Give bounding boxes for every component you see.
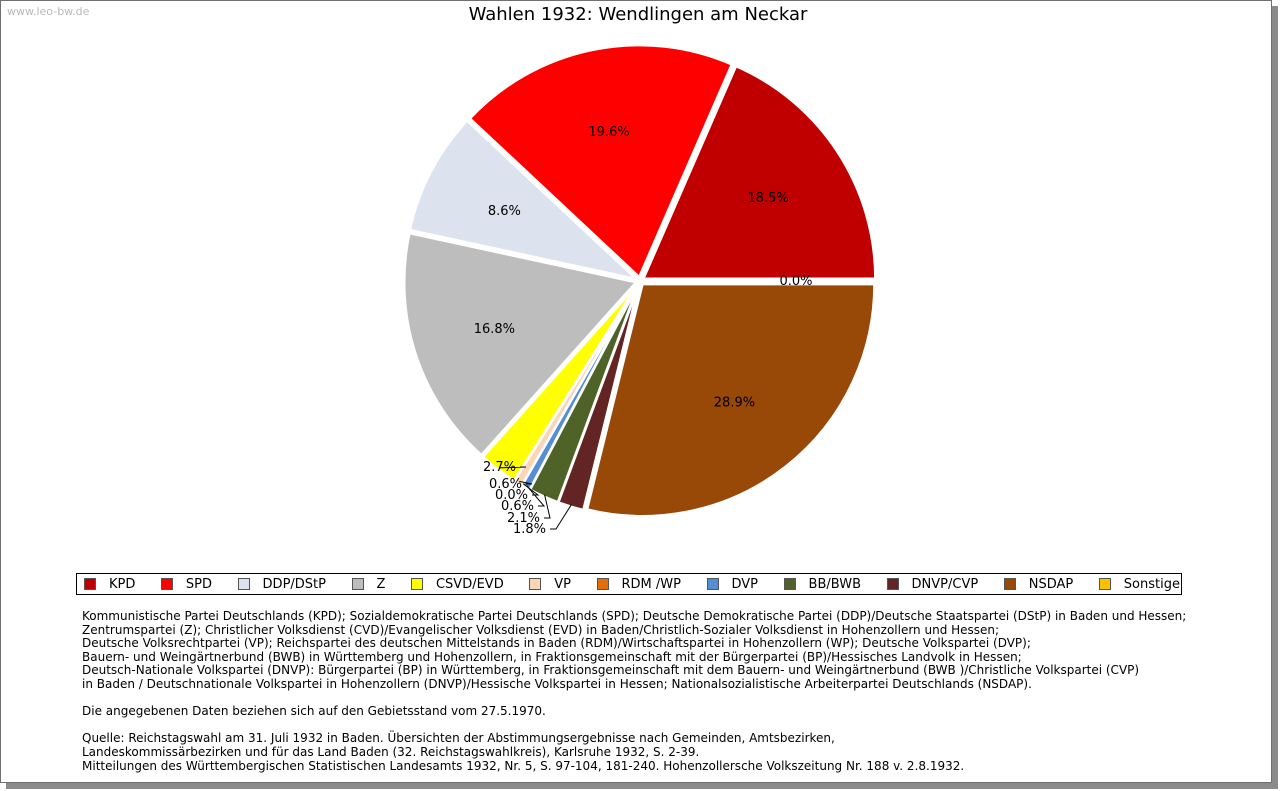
leader-line-csvd-evd: [499, 466, 527, 469]
legend-swatch: [706, 578, 719, 590]
data-label-dvp: 0.6%: [501, 499, 534, 514]
note-line: Bauern- und Weingärtnerbund (BWB) in Wür…: [82, 649, 1022, 664]
legend-label: DNVP/CVP: [911, 576, 979, 592]
note-line: Zentrumspartei (Z); Christlicher Volksdi…: [82, 622, 1000, 637]
legend-label: SPD: [185, 576, 213, 592]
note-line: Kommunistische Partei Deutschlands (KPD)…: [82, 609, 1187, 623]
note-line: Mitteilungen des Württembergischen Stati…: [82, 758, 965, 773]
legend-item-sonstige: Sonstige: [1098, 576, 1180, 592]
legend-label: DVP: [731, 576, 759, 592]
legend-label: CSVD/EVD: [435, 576, 504, 592]
legend-item-vp: VP: [529, 577, 571, 592]
pie-chart: 18.5%19.6%8.6%16.8%2.7%0.6%0.0%0.6%2.1%1…: [402, 43, 877, 537]
note-line: Landeskommissärbezirken und für das Land…: [82, 744, 700, 759]
legend-label: RDM /WP: [621, 576, 681, 592]
data-label-sonstige: 0.0%: [779, 274, 812, 289]
legend-swatch: [410, 578, 423, 590]
legend-swatch: [596, 578, 609, 590]
legend-swatch: [886, 578, 899, 590]
legend-swatch: [1003, 578, 1016, 590]
note-line: Deutsch-Nationale Volkspartei (DNVP): Bü…: [82, 663, 1140, 678]
data-label-rdm-wp: 0.0%: [495, 488, 528, 503]
leader-line-dvp: [526, 485, 546, 507]
legend-swatch: [351, 578, 364, 590]
legend-item-csvd-evd: CSVD/EVD: [410, 576, 504, 592]
pie-slice-ddp-dstp: [408, 118, 641, 282]
leader-line-vp: [519, 480, 533, 485]
note-line: in Baden / Deutschnationale Volkspartei …: [82, 676, 1032, 691]
legend-item-dnvp-cvp: DNVP/CVP: [886, 576, 979, 592]
legend-swatch: [237, 578, 250, 590]
legend-label: NSDAP: [1028, 576, 1074, 592]
pie-slice-spd: [468, 43, 734, 280]
notes: Kommunistische Partei Deutschlands (KPD)…: [82, 609, 1187, 773]
legend-label: BB/BWB: [808, 576, 861, 592]
data-label-vp: 0.6%: [489, 477, 522, 492]
legend-label: DDP/DStP: [262, 576, 326, 592]
legend-item-spd: SPD: [160, 576, 213, 592]
data-label-spd: 19.6%: [588, 125, 629, 140]
leader-line-dnvp-cvp: [550, 504, 572, 530]
data-label-nsdap: 28.9%: [714, 396, 755, 411]
legend-item-z: Z: [351, 576, 386, 592]
leader-line-bb-bwb: [544, 494, 551, 519]
pie-slice-dnvp-cvp: [556, 284, 641, 512]
legend-label: KPD: [109, 576, 136, 592]
legend-item-bb-bwb: BB/BWB: [783, 576, 861, 592]
data-label-bb-bwb: 2.1%: [507, 511, 540, 526]
pie-slice-kpd: [641, 64, 877, 281]
legend-swatch: [529, 578, 542, 590]
legend-item-ddp-dstp: DDP/DStP: [237, 576, 326, 592]
data-label-csvd-evd: 2.7%: [483, 460, 516, 475]
note-line: Die angegebenen Daten beziehen sich auf …: [82, 704, 546, 719]
legend-item-dvp: DVP: [706, 576, 759, 592]
legend-swatch: [1098, 578, 1111, 590]
note-line: Deutsche Volksrechtpartei (VP); Reichspa…: [82, 636, 1031, 651]
data-label-kpd: 18.5%: [747, 191, 788, 206]
legend-item-nsdap: NSDAP: [1003, 576, 1074, 592]
legend-swatch: [783, 578, 796, 590]
note-line: Quelle: Reichstagswahl am 31. Juli 1932 …: [82, 731, 835, 746]
legend-item-kpd: KPD: [84, 577, 135, 592]
data-label-ddp-dstp: 8.6%: [488, 204, 521, 219]
watermark: www.leo-bw.de: [7, 5, 90, 18]
legend-label: VP: [554, 576, 571, 592]
legend-swatch: [84, 578, 96, 590]
chart-title: Wahlen 1932: Wendlingen am Neckar: [468, 4, 808, 25]
legend: KPD SPD DDP/DStP Z CSVD/EVD VP RDM /WP DVP BB/BW…: [76, 573, 1182, 595]
legend-swatch: [160, 578, 173, 590]
data-label-z: 16.8%: [474, 322, 515, 337]
note-line: [82, 692, 1186, 706]
legend-item-rdm-wp: RDM /WP: [596, 576, 681, 592]
legend-label: Sonstige: [1123, 576, 1180, 592]
legend-label: Z: [376, 576, 386, 592]
pie-slice-z: [402, 231, 639, 457]
pie-slice-nsdap: [585, 282, 876, 518]
data-label-dnvp-cvp: 1.8%: [513, 522, 546, 537]
